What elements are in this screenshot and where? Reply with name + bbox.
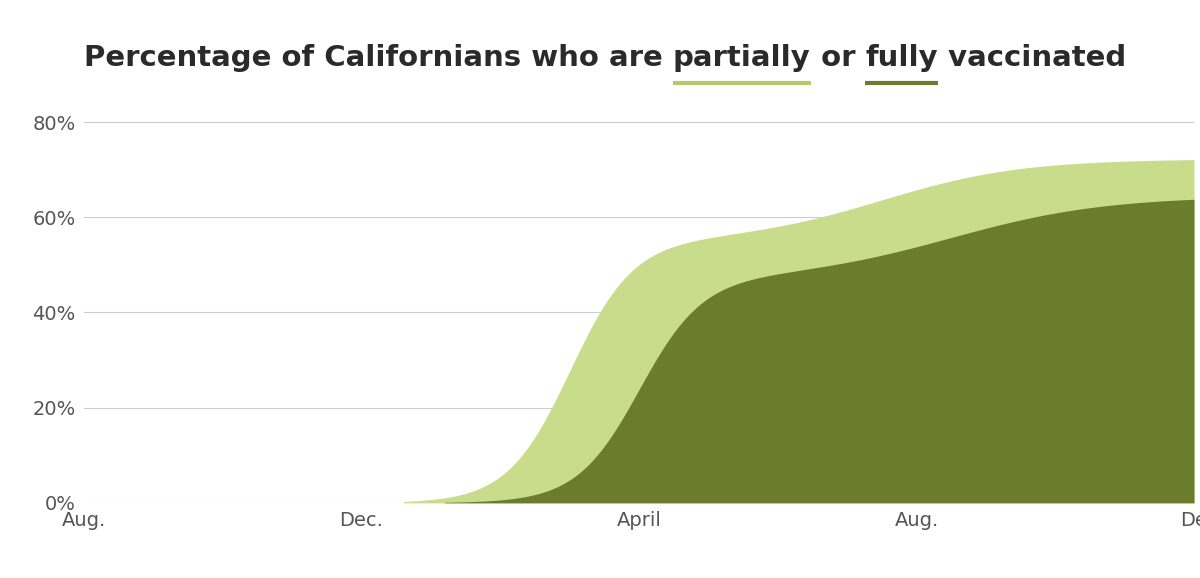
Text: vaccinated: vaccinated xyxy=(938,45,1126,72)
Text: partially: partially xyxy=(673,45,811,72)
Text: or: or xyxy=(811,45,865,72)
Text: fully: fully xyxy=(865,45,938,72)
Text: Percentage of Californians who are: Percentage of Californians who are xyxy=(84,45,673,72)
